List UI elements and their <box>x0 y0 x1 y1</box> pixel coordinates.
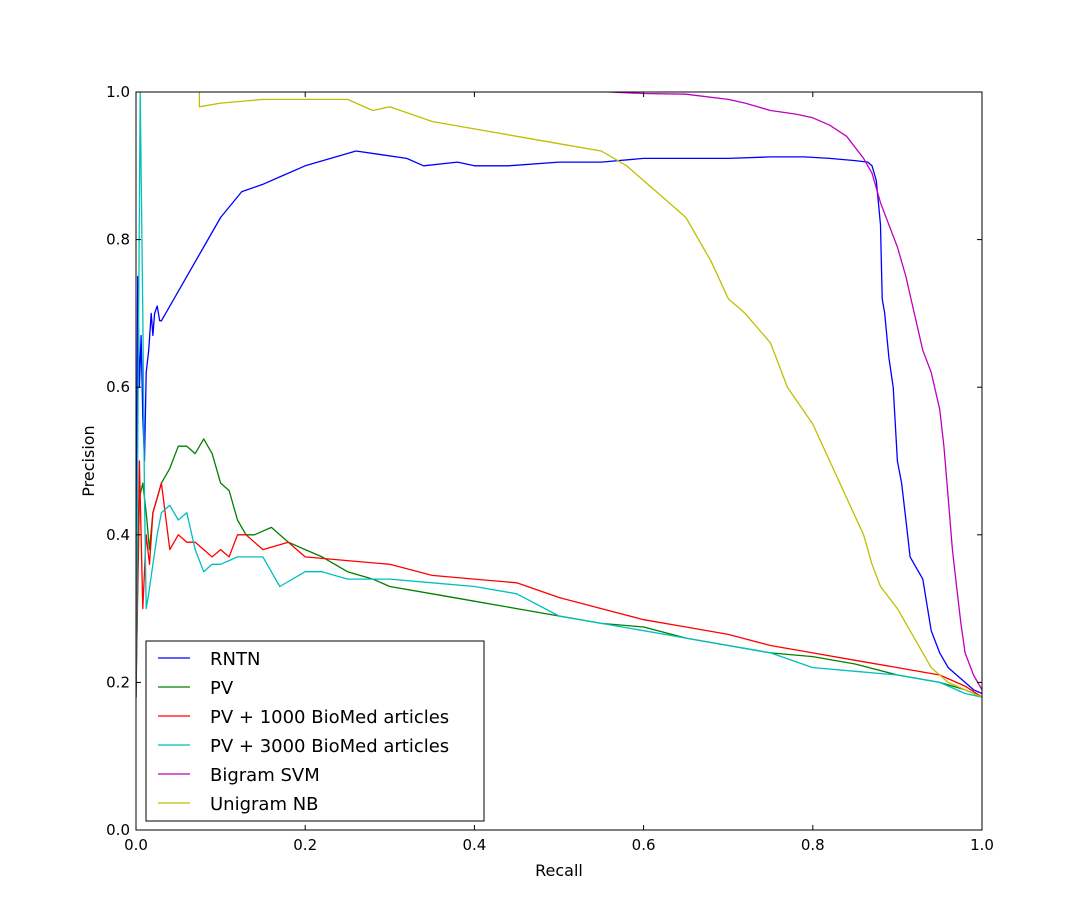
series-layer <box>136 92 982 698</box>
x-tick-label: 1.0 <box>970 836 994 854</box>
y-tick-label: 0.8 <box>106 231 130 249</box>
x-tick-label: 0.6 <box>632 836 656 854</box>
y-tick-label: 0.4 <box>106 526 130 544</box>
series-line-2 <box>136 460 982 698</box>
series-line-4 <box>609 92 982 691</box>
series-line-5 <box>198 92 982 698</box>
legend-label-0: RNTN <box>210 649 260 670</box>
series-line-0 <box>136 150 982 698</box>
y-tick-label: 0.6 <box>106 378 130 396</box>
x-tick-label: 0.4 <box>462 836 486 854</box>
y-axis-label: Precision <box>79 425 98 496</box>
plot-frame <box>135 91 983 831</box>
legend-label-5: Unigram NB <box>210 794 319 815</box>
legend-box <box>145 640 485 822</box>
x-tick-label: 0.8 <box>801 836 825 854</box>
x-axis-label: Recall <box>535 861 583 880</box>
legend-label-2: PV + 1000 BioMed articles <box>210 707 449 728</box>
y-tick-label: 0.2 <box>106 673 130 691</box>
series-line-3 <box>136 92 982 698</box>
legend-label-4: Bigram SVM <box>210 765 320 786</box>
x-tick-label: 0.2 <box>293 836 317 854</box>
legend-label-1: PV <box>210 678 234 699</box>
y-tick-label: 1.0 <box>106 83 130 101</box>
plot-area <box>136 92 982 698</box>
x-tick-label: 0.0 <box>124 836 148 854</box>
tick-layer: 0.0 0.2 0.4 0.6 0.8 1.0 0.0 0.2 0.4 0.6 0.8 1.0 <box>106 83 994 854</box>
legend-label-3: PV + 3000 BioMed articles <box>210 736 449 757</box>
legend: RNTN PV PV + 1000 BioMed articles PV + 3000… <box>145 640 485 822</box>
y-tick-label: 0.0 <box>106 821 130 839</box>
